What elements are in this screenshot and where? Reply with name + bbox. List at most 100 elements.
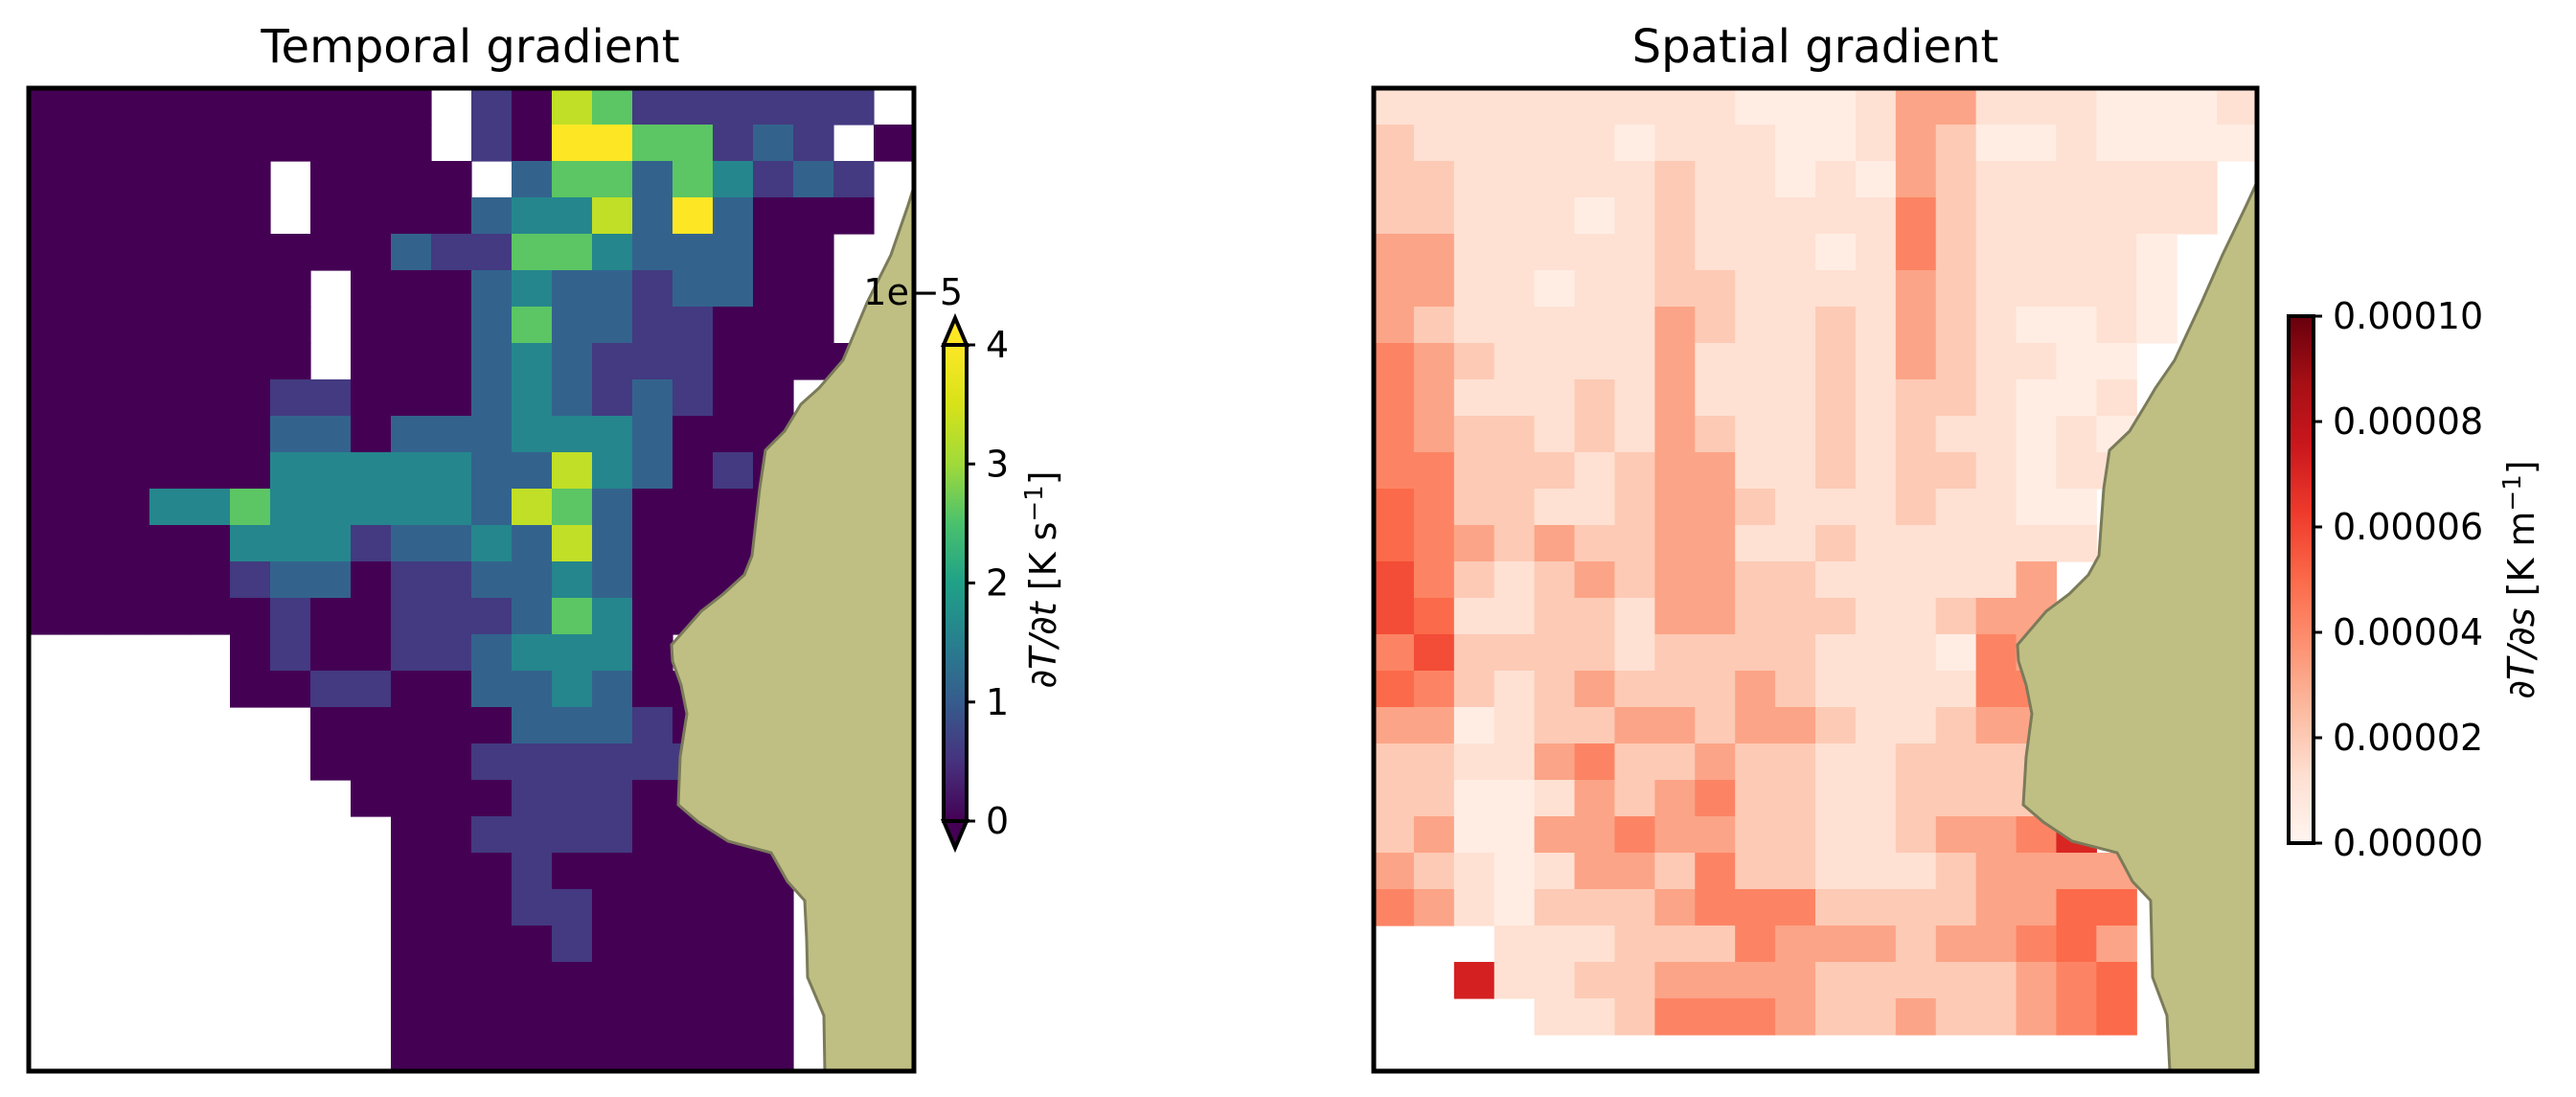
heatmap-cell (552, 161, 593, 198)
temporal-gradient-axes-frame (26, 85, 917, 1074)
heatmap-cell (1614, 707, 1655, 744)
heatmap-cell (2096, 125, 2137, 162)
heatmap-cell (1534, 634, 1576, 672)
heatmap-cell (351, 125, 392, 162)
heatmap-cell (1374, 343, 1415, 380)
heatmap-cell (552, 889, 593, 926)
colorbar-tick-label: 1 (986, 681, 1009, 723)
heatmap-cell (109, 270, 150, 308)
heatmap-cell (1775, 452, 1816, 490)
heatmap-cell (69, 525, 110, 562)
heatmap-cell (190, 88, 231, 126)
heatmap-cell (1815, 416, 1857, 453)
heatmap-cell (1574, 889, 1616, 926)
heatmap-cell (2136, 161, 2177, 198)
heatmap-cell (310, 561, 352, 599)
colorbar-extend-top (940, 312, 970, 347)
heatmap-cell (1735, 853, 1776, 890)
heatmap-cell (1534, 926, 1576, 963)
heatmap-cell (2096, 379, 2137, 417)
heatmap-cell (2016, 525, 2058, 562)
heatmap-cell (1493, 452, 1536, 490)
heatmap-cell (351, 161, 392, 198)
coastline-land-left (670, 186, 916, 1073)
heatmap-cell (1614, 307, 1655, 344)
heatmap-cell (391, 1035, 432, 1072)
heatmap-cell (1374, 452, 1415, 490)
heatmap-cell (713, 416, 754, 453)
heatmap-cell (190, 125, 231, 162)
heatmap-cell (1895, 962, 1937, 999)
heatmap-cell (149, 416, 191, 453)
heatmap-cell (431, 452, 472, 490)
heatmap-cell (1374, 598, 1415, 635)
colorbar-tick-label: 2 (986, 562, 1009, 605)
heatmap-cell (230, 416, 271, 453)
heatmap-cell (793, 88, 834, 126)
heatmap-cell (1895, 88, 1937, 126)
heatmap-cell (2056, 379, 2097, 417)
heatmap-cell (29, 489, 70, 526)
heatmap-cell (1453, 889, 1495, 926)
heatmap-cell (1815, 161, 1857, 198)
heatmap-cell (713, 525, 754, 562)
heatmap-cell (512, 816, 553, 854)
heatmap-cell (391, 634, 432, 672)
heatmap-cell (793, 307, 834, 344)
heatmap-cell (109, 525, 150, 562)
heatmap-cell (1493, 125, 1536, 162)
heatmap-cell (1975, 998, 2017, 1036)
heatmap-cell (1374, 853, 1415, 890)
heatmap-cell (1534, 343, 1576, 380)
heatmap-cell (2177, 88, 2218, 126)
heatmap-cell (1855, 598, 1897, 635)
heatmap-cell (1935, 998, 1977, 1036)
heatmap-cell (230, 671, 271, 708)
heatmap-cell (1815, 452, 1857, 490)
heatmap-cell (1735, 926, 1776, 963)
heatmap-cell (1735, 452, 1776, 490)
heatmap-cell (1413, 307, 1455, 344)
heatmap-cell (1775, 962, 1816, 999)
heatmap-cell (1614, 416, 1655, 453)
heatmap-cell (1975, 343, 2017, 380)
heatmap-cell (1935, 671, 1977, 708)
heatmap-cell (632, 780, 673, 817)
heatmap-cell (1534, 234, 1576, 271)
heatmap-cell (1574, 197, 1616, 235)
heatmap-cell (1735, 197, 1776, 235)
heatmap-cell (2016, 853, 2058, 890)
heatmap-cell (310, 671, 352, 708)
heatmap-cell (2096, 88, 2137, 126)
heatmap-cell (1735, 598, 1776, 635)
heatmap-cell (1574, 998, 1616, 1036)
heatmap-cell (1895, 452, 1937, 490)
heatmap-cell (29, 379, 70, 417)
heatmap-cell (552, 416, 593, 453)
heatmap-cell (1815, 743, 1857, 781)
colorbar-tick-label: 3 (986, 443, 1009, 485)
heatmap-cell (632, 926, 673, 963)
heatmap-cell (632, 416, 673, 453)
heatmap-cell (109, 598, 150, 635)
heatmap-cell (1534, 489, 1576, 526)
heatmap-cell (310, 489, 352, 526)
heatmap-cell (632, 561, 673, 599)
heatmap-cell (1654, 379, 1696, 417)
heatmap-cell (753, 998, 794, 1036)
heatmap-cell (29, 525, 70, 562)
heatmap-cell (512, 452, 553, 490)
heatmap-cell (1975, 489, 2017, 526)
colorbar-tick-label: 0.00004 (2333, 611, 2483, 653)
heatmap-cell (1895, 416, 1937, 453)
heatmap-cell (310, 598, 352, 635)
heatmap-cell (632, 634, 673, 672)
heatmap-cell (1413, 197, 1455, 235)
heatmap-cell (512, 270, 553, 308)
heatmap-cell (1735, 379, 1776, 417)
heatmap-cell (1614, 926, 1655, 963)
heatmap-cell (431, 998, 472, 1036)
heatmap-cell (431, 780, 472, 817)
heatmap-cell (552, 634, 593, 672)
heatmap-cell (632, 125, 673, 162)
